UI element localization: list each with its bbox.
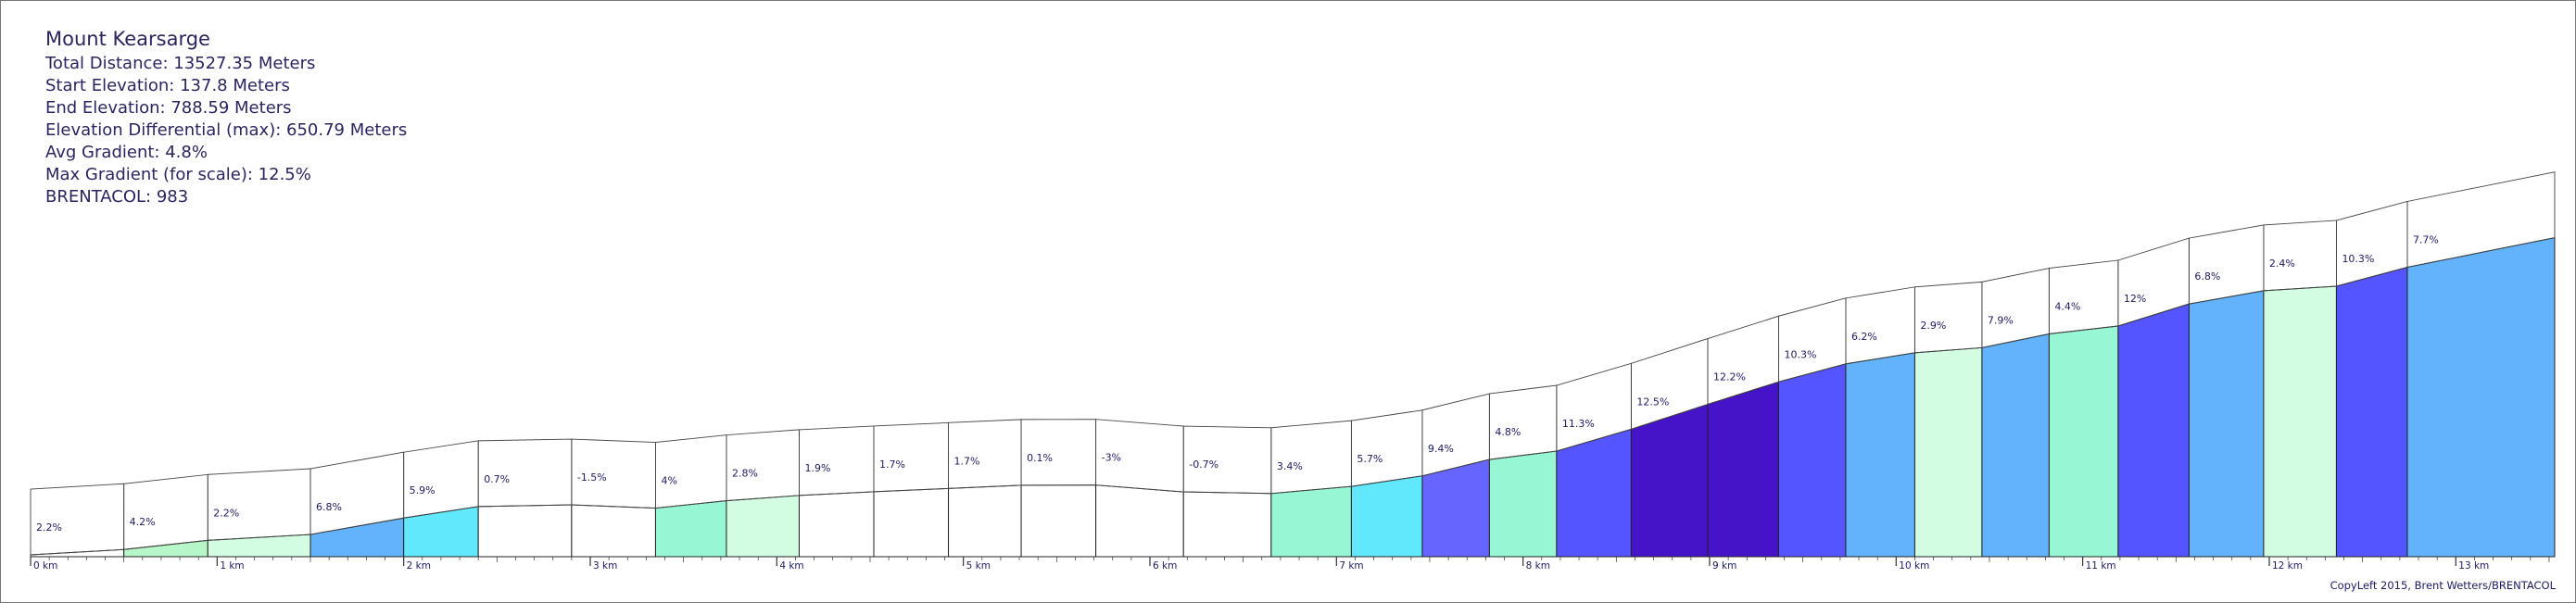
copyright-notice: CopyLeft 2015, Brent Wetters/BRENTACOL [2330, 579, 2557, 592]
label-band-32 [2406, 171, 2556, 269]
gradient-label-28: 12% [2124, 293, 2146, 305]
km-tick-label: 1 km [220, 560, 244, 572]
gradient-label-12: 1.7% [954, 455, 980, 467]
gradient-segment-20 [1556, 428, 1632, 558]
gradient-label-1: 2.2% [36, 521, 62, 534]
km-tick-label: 6 km [1153, 560, 1177, 572]
km-tick-label: 3 km [593, 560, 617, 572]
gradient-label-23: 10.3% [1784, 348, 1816, 360]
gradient-label-2: 4.2% [130, 516, 156, 528]
gradient-label-14: -3% [1102, 452, 1121, 464]
gradient-segment-23 [1777, 363, 1847, 558]
stat-start-elevation: Start Elevation: 137.8 Meters [45, 76, 290, 95]
gradient-segment-32 [2406, 237, 2556, 558]
gradient-label-6: 0.7% [484, 473, 510, 485]
gradient-label-30: 2.4% [2269, 258, 2295, 270]
stat-elevation-differential: Elevation Differential (max): 650.79 Met… [45, 120, 407, 140]
gradient-label-25: 2.9% [1920, 320, 1946, 332]
stat-total-distance: Total Distance: 13527.35 Meters [44, 54, 315, 73]
gradient-segment-31 [2335, 266, 2408, 558]
gradient-label-4: 6.8% [316, 501, 342, 513]
gradient-label-31: 10.3% [2342, 253, 2374, 265]
stat-brentacol: BRENTACOL: 983 [45, 187, 188, 207]
gradient-segment-21 [1630, 403, 1709, 558]
gradient-label-20: 11.3% [1562, 418, 1595, 430]
gradient-label-17: 5.7% [1357, 453, 1383, 465]
gradient-label-27: 4.4% [2054, 301, 2080, 313]
gradient-segment-16 [1270, 485, 1352, 558]
km-tick-label: 2 km [407, 560, 431, 572]
route-info-block: Mount Kearsarge Total Distance: 13527.35… [44, 28, 407, 207]
km-tick-label: 9 km [1712, 560, 1736, 572]
km-tick-label: 10 km [1899, 560, 1929, 572]
gradient-label-10: 1.9% [804, 462, 830, 474]
km-tick-label: 11 km [2086, 560, 2116, 572]
gradient-segment-11 [873, 487, 950, 558]
gradient-label-19: 4.8% [1495, 426, 1521, 438]
gradient-labels: 2.2% 4.2% 2.2% 6.8% 5.9% 0.7% -1.5% 4% 2.8% 1.9% 1… [36, 233, 2439, 534]
gradient-segment-17 [1350, 475, 1423, 558]
gradient-label-5: 5.9% [410, 484, 436, 496]
km-tick-label: 5 km [966, 560, 991, 572]
km-tick-label: 4 km [779, 560, 803, 572]
gradient-label-26: 7.9% [1988, 314, 2014, 326]
gradient-segment-27 [2048, 325, 2119, 558]
gradient-label-8: 4% [661, 475, 676, 487]
km-tick-label: 7 km [1339, 560, 1363, 572]
km-tick-label: 12 km [2272, 560, 2303, 572]
gradient-segment-9 [726, 495, 800, 558]
gradient-segment-14 [1095, 484, 1184, 558]
gradient-label-22: 12.2% [1713, 371, 1746, 383]
gradient-segment-7 [571, 504, 656, 558]
gradient-segment-24 [1845, 352, 1915, 558]
stat-avg-gradient: Avg Gradient: 4.8% [45, 143, 208, 162]
gradient-label-16: 3.4% [1277, 460, 1303, 472]
gradient-label-3: 2.2% [213, 507, 239, 519]
stat-end-elevation: End Elevation: 788.59 Meters [45, 98, 292, 118]
gradient-label-13: 0.1% [1027, 452, 1053, 464]
km-tick-label: 0 km [33, 560, 57, 572]
gradient-segment-6 [477, 504, 573, 558]
gradient-segment-15 [1182, 491, 1272, 558]
gradient-segment-28 [2117, 303, 2190, 558]
gradient-label-32: 7.7% [2413, 233, 2439, 245]
gradient-label-11: 1.7% [879, 459, 905, 471]
gradient-segment-30 [2263, 285, 2337, 558]
gradient-segment-22 [1707, 381, 1779, 558]
gradient-segment-8 [654, 500, 727, 558]
gradient-label-7: -1.5% [577, 471, 607, 484]
gradient-segment-29 [2188, 290, 2265, 558]
gradient-segment-12 [948, 484, 1022, 558]
gradient-segment-25 [1913, 346, 1983, 558]
km-tick-label: 13 km [2458, 560, 2489, 572]
gradient-label-9: 2.8% [732, 468, 758, 480]
gradient-segment-13 [1020, 484, 1097, 558]
gradient-segment-18 [1421, 459, 1490, 558]
gradient-label-15: -0.7% [1189, 459, 1219, 471]
gradient-label-21: 12.5% [1636, 396, 1669, 408]
gradient-label-24: 6.2% [1851, 331, 1877, 343]
gradient-segment-10 [798, 491, 875, 558]
stat-max-gradient: Max Gradient (for scale): 12.5% [45, 165, 311, 184]
gradient-segment-19 [1488, 450, 1558, 558]
km-tick-label: 8 km [1526, 560, 1550, 572]
route-title: Mount Kearsarge [45, 28, 210, 50]
gradient-segment-26 [1981, 333, 2050, 558]
gradient-label-29: 6.8% [2194, 270, 2220, 283]
distance-axis: 0 km 1 km 2 km 3 km 4 km 5 km 6 km 7 km 8 km 9 km… [30, 556, 2555, 572]
gradient-label-18: 9.4% [1428, 443, 1454, 455]
